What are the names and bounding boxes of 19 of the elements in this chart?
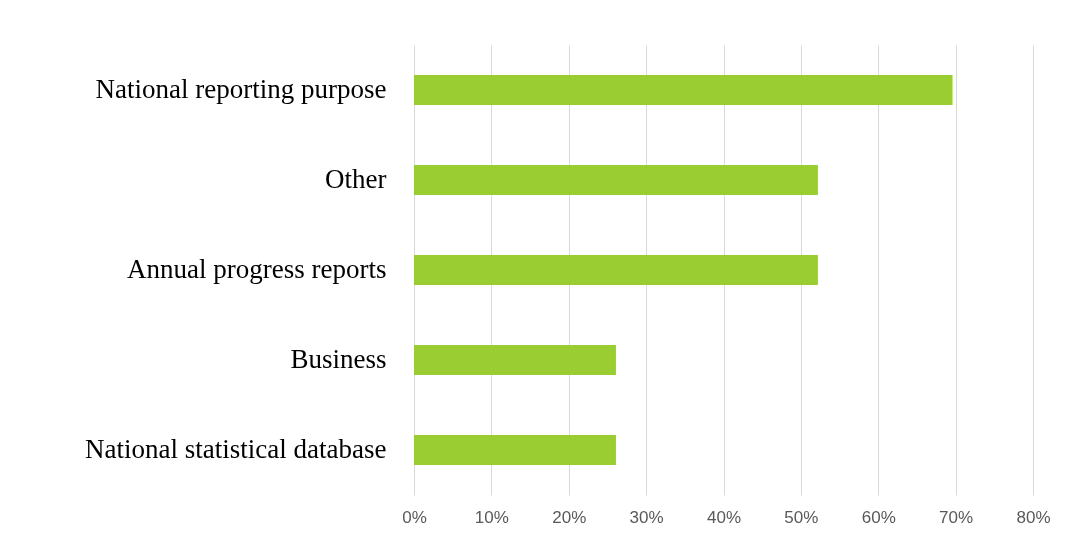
x-tick-label: 20% bbox=[552, 507, 587, 527]
bar bbox=[414, 255, 818, 285]
x-tick-label: 70% bbox=[939, 507, 974, 527]
x-tick-label: 60% bbox=[861, 507, 896, 527]
x-tick-label: 0% bbox=[402, 507, 427, 527]
x-tick-label: 80% bbox=[1016, 507, 1051, 527]
bar bbox=[414, 164, 818, 195]
x-tick-label: 40% bbox=[706, 507, 742, 527]
bar bbox=[414, 345, 616, 376]
bar bbox=[414, 435, 616, 466]
y-tick-label: Business bbox=[290, 344, 387, 375]
y-tick-label: National reporting purpose bbox=[95, 73, 387, 104]
x-tick-label: 50% bbox=[784, 507, 819, 527]
x-tick-label: 30% bbox=[629, 507, 664, 527]
y-tick-label: Annual progress reports bbox=[127, 254, 387, 284]
x-tick-label: 10% bbox=[474, 507, 509, 527]
y-tick-label: National statistical database bbox=[85, 434, 387, 465]
y-tick-label: Other bbox=[325, 163, 387, 194]
bar bbox=[414, 74, 953, 105]
